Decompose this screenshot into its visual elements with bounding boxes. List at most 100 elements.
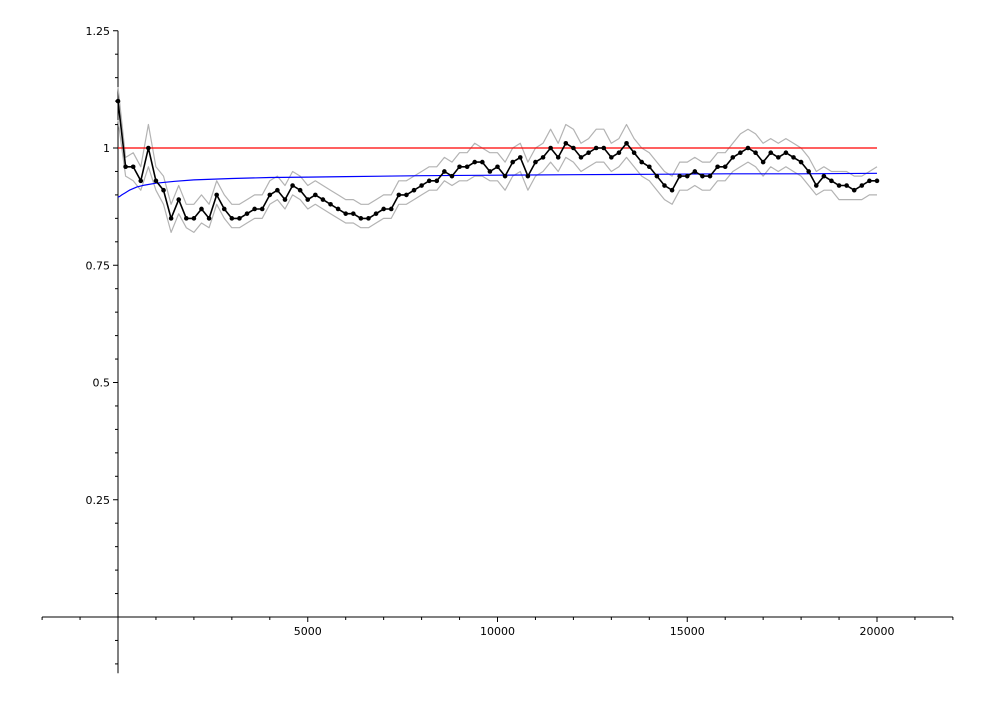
- estimate-point: [654, 173, 660, 179]
- y-tick-label: 0.75: [86, 259, 111, 272]
- y-tick-label: 1.25: [86, 25, 111, 38]
- estimate-point: [578, 155, 584, 160]
- estimate-point: [320, 197, 326, 202]
- estimate-point: [745, 145, 751, 151]
- estimate-point: [867, 178, 872, 184]
- estimate-point: [616, 150, 622, 155]
- estimate-point: [290, 183, 295, 188]
- estimate-point: [692, 169, 698, 174]
- estimate-point: [722, 164, 728, 170]
- estimate-line: [117, 101, 877, 220]
- estimate-point: [282, 197, 288, 202]
- series-layer: [115, 86, 880, 233]
- estimate-point: [229, 216, 235, 221]
- tick-labels: 5000 10000 15000 20000 0.25 0.5 0.75 1 1.25: [86, 25, 895, 638]
- estimate-point: [540, 155, 546, 160]
- estimate-point: [662, 183, 667, 188]
- estimate-point: [639, 159, 645, 165]
- estimate-point: [806, 169, 811, 174]
- estimate-point: [669, 187, 675, 193]
- estimate-point: [533, 159, 538, 165]
- estimate-point: [244, 211, 250, 216]
- estimate-point: [813, 183, 819, 188]
- x-tick-label: 15000: [670, 625, 705, 638]
- estimate-point: [548, 145, 553, 151]
- estimate-point: [480, 159, 485, 165]
- estimate-point: [404, 192, 409, 198]
- estimate-point: [176, 197, 182, 202]
- estimate-point: [396, 192, 402, 198]
- lower-bound-line: [117, 119, 877, 233]
- estimate-point: [168, 216, 174, 221]
- estimate-point: [426, 178, 432, 184]
- estimate-point: [517, 155, 523, 160]
- upper-bound-line: [117, 86, 878, 205]
- estimate-point: [738, 150, 743, 155]
- estimate-point: [373, 211, 379, 216]
- x-tick-label: 20000: [860, 625, 895, 638]
- estimate-point: [184, 216, 189, 221]
- estimate-point: [358, 216, 364, 221]
- estimate-point: [631, 150, 637, 155]
- estimate-point: [783, 150, 789, 155]
- estimate-point: [252, 206, 257, 212]
- estimate-point: [760, 159, 766, 165]
- estimate-point: [335, 206, 341, 212]
- estimate-point: [776, 155, 781, 160]
- estimate-point: [555, 155, 561, 160]
- estimate-point: [161, 187, 166, 193]
- estimate-point: [419, 183, 424, 188]
- estimate-point: [199, 206, 204, 212]
- estimate-point: [146, 145, 151, 151]
- estimate-point: [350, 211, 356, 216]
- estimate-point: [844, 183, 849, 188]
- estimate-point: [791, 155, 796, 160]
- estimate-point: [472, 159, 478, 165]
- estimate-point: [730, 155, 736, 160]
- estimate-point: [601, 145, 607, 151]
- estimate-point: [525, 173, 531, 179]
- estimate-point: [221, 206, 227, 212]
- estimate-point: [510, 159, 515, 165]
- estimate-point: [684, 173, 690, 179]
- estimate-point: [343, 211, 349, 216]
- estimate-point: [123, 164, 128, 170]
- estimate-point: [753, 150, 758, 155]
- estimate-point: [798, 159, 804, 165]
- estimate-point: [138, 178, 144, 184]
- estimate-point: [571, 145, 576, 151]
- estimate-point: [130, 164, 136, 170]
- estimate-point: [305, 197, 311, 202]
- estimate-point: [457, 164, 462, 170]
- estimate-point: [115, 98, 121, 104]
- estimate-point: [449, 173, 455, 179]
- estimate-point: [366, 216, 371, 221]
- estimate-point: [874, 178, 880, 184]
- estimate-point: [836, 183, 842, 188]
- estimate-point: [502, 173, 508, 179]
- estimate-point: [859, 183, 865, 188]
- estimate-point: [647, 164, 652, 170]
- estimate-point: [464, 164, 470, 170]
- x-tick-label: 5000: [294, 625, 322, 638]
- estimate-point: [191, 216, 197, 221]
- axes: [41, 30, 954, 674]
- estimate-point: [206, 216, 212, 221]
- reference-curve-line: [117, 172, 878, 198]
- estimate-point: [214, 192, 219, 198]
- estimate-point: [677, 173, 682, 179]
- estimate-point: [434, 178, 440, 184]
- y-tick-label: 0.5: [93, 377, 111, 390]
- estimate-point: [313, 192, 318, 198]
- estimate-point: [707, 173, 713, 179]
- estimate-point: [442, 169, 447, 174]
- estimate-point: [700, 173, 705, 179]
- estimate-point: [237, 216, 242, 221]
- x-tick-label: 10000: [480, 625, 515, 638]
- estimate-point: [297, 187, 303, 193]
- estimate-point: [388, 206, 394, 212]
- estimate-point: [153, 178, 159, 184]
- estimate-point: [267, 192, 273, 198]
